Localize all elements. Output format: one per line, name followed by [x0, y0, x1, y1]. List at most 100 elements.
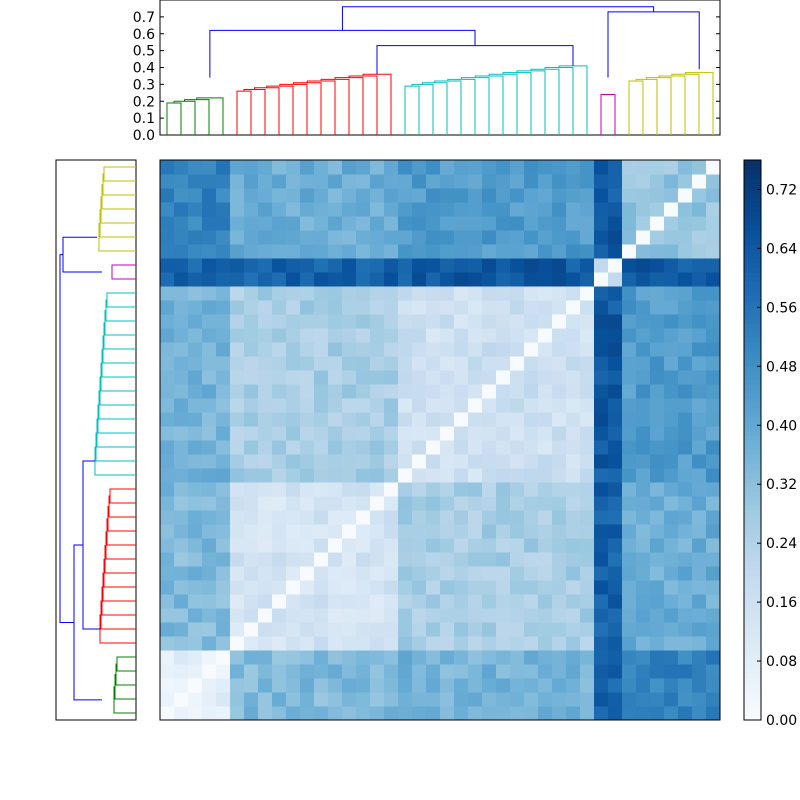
- heatmap-cell: [160, 370, 175, 385]
- heatmap-cell: [230, 174, 245, 189]
- heatmap-cell: [496, 496, 511, 511]
- heatmap-cell: [370, 678, 385, 693]
- heatmap-cell: [272, 272, 287, 287]
- heatmap-cell: [692, 328, 707, 343]
- heatmap-cell: [356, 314, 371, 329]
- heatmap-cell: [328, 286, 343, 301]
- heatmap-cell: [370, 216, 385, 231]
- heatmap-cell: [440, 230, 455, 245]
- heatmap-cell: [552, 636, 567, 651]
- colorbar-gradient-step: [744, 365, 761, 371]
- heatmap-cell: [342, 454, 357, 469]
- heatmap-cell: [440, 678, 455, 693]
- heatmap-cell: [398, 370, 413, 385]
- left-dendrogram: [55, 159, 137, 721]
- heatmap-cell: [468, 314, 483, 329]
- heatmap-cell: [160, 426, 175, 441]
- heatmap-cell: [370, 510, 385, 525]
- heatmap-cell: [678, 272, 693, 287]
- heatmap-cell: [636, 202, 651, 217]
- heatmap-cell: [692, 440, 707, 455]
- heatmap-cell: [622, 356, 637, 371]
- heatmap-cell: [566, 608, 581, 623]
- heatmap-cell: [384, 580, 399, 595]
- colorbar-tick-label: 0.72: [766, 182, 797, 198]
- heatmap-cell: [440, 440, 455, 455]
- heatmap-cell: [678, 664, 693, 679]
- heatmap-cell: [370, 580, 385, 595]
- heatmap-cell: [328, 370, 343, 385]
- heatmap-cell: [412, 328, 427, 343]
- heatmap-cell: [692, 692, 707, 707]
- heatmap-cell: [440, 426, 455, 441]
- colorbar-gradient-step: [744, 398, 761, 404]
- heatmap-cell: [468, 398, 483, 413]
- heatmap-cell: [202, 370, 217, 385]
- heatmap-cell: [608, 454, 623, 469]
- heatmap-cell: [216, 412, 231, 427]
- heatmap-cell: [636, 608, 651, 623]
- heatmap-cell: [244, 188, 259, 203]
- heatmap-cell: [594, 678, 609, 693]
- heatmap-cell: [454, 552, 469, 567]
- heatmap-cell: [664, 636, 679, 651]
- heatmap-cell: [174, 468, 189, 483]
- heatmap-cell: [524, 188, 539, 203]
- left-dendrogram-link: [103, 322, 136, 350]
- heatmap-cell: [412, 286, 427, 301]
- heatmap-cell: [202, 454, 217, 469]
- colorbar-gradient-step: [744, 631, 761, 637]
- colorbar-gradient-step: [744, 178, 761, 184]
- heatmap-cell: [636, 384, 651, 399]
- heatmap-cell: [370, 370, 385, 385]
- heatmap-cell: [412, 636, 427, 651]
- heatmap-cell: [202, 314, 217, 329]
- heatmap-cell: [188, 258, 203, 273]
- colorbar-gradient-step: [744, 253, 761, 259]
- heatmap-cell: [398, 272, 413, 287]
- heatmap-cell: [454, 510, 469, 525]
- heatmap-cell: [454, 300, 469, 315]
- heatmap-cell: [314, 328, 329, 343]
- heatmap-cell: [216, 174, 231, 189]
- heatmap-cell: [342, 538, 357, 553]
- heatmap-cell: [594, 440, 609, 455]
- heatmap-cell: [524, 706, 539, 721]
- heatmap-cell: [580, 202, 595, 217]
- heatmap-cell: [524, 286, 539, 301]
- heatmap-cell: [566, 580, 581, 595]
- heatmap-cell: [314, 510, 329, 525]
- heatmap-cell: [342, 692, 357, 707]
- heatmap-cell: [314, 636, 329, 651]
- colorbar-gradient-step: [744, 183, 761, 189]
- heatmap-cell: [468, 594, 483, 609]
- heatmap-cell: [706, 468, 721, 483]
- heatmap-cell: [300, 608, 315, 623]
- heatmap-cell: [314, 524, 329, 539]
- heatmap-cell: [566, 552, 581, 567]
- heatmap-cell: [328, 328, 343, 343]
- heatmap-cell: [510, 678, 525, 693]
- heatmap-cell: [342, 650, 357, 665]
- heatmap-cell: [664, 496, 679, 511]
- heatmap-cell: [370, 398, 385, 413]
- heatmap-cell: [230, 384, 245, 399]
- heatmap-cell: [160, 664, 175, 679]
- heatmap-cell: [594, 468, 609, 483]
- heatmap-cell: [272, 356, 287, 371]
- heatmap-cell: [370, 468, 385, 483]
- heatmap-cell: [356, 552, 371, 567]
- heatmap-cell: [300, 538, 315, 553]
- heatmap-cell: [342, 594, 357, 609]
- colorbar-gradient-step: [744, 234, 761, 240]
- heatmap-cell: [510, 650, 525, 665]
- colorbar-gradient-step: [744, 598, 761, 604]
- heatmap-cell: [440, 300, 455, 315]
- heatmap-cell: [258, 678, 273, 693]
- heatmap-cell: [160, 244, 175, 259]
- heatmap-cell: [244, 398, 259, 413]
- heatmap-cell: [412, 706, 427, 721]
- heatmap-cell: [622, 496, 637, 511]
- heatmap-cell: [496, 664, 511, 679]
